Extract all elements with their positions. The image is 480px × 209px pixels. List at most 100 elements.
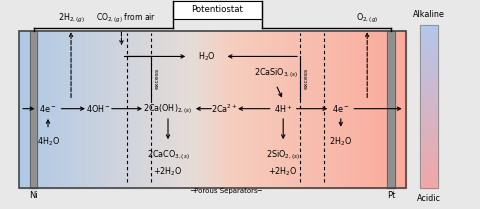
Bar [225,31,227,188]
Bar [420,113,438,114]
Bar [420,126,438,127]
Bar [59,31,60,188]
Bar [420,156,438,157]
Bar [314,31,315,188]
Bar [212,31,214,188]
Bar [24,31,25,188]
Bar [420,131,438,132]
Bar [165,31,166,188]
Bar [340,31,341,188]
Bar [66,31,67,188]
Bar [274,31,276,188]
Bar [323,31,324,188]
Text: 4OH$^-$: 4OH$^-$ [86,103,111,114]
Bar [420,97,438,98]
Bar [420,143,438,144]
Bar [129,31,130,188]
Bar [144,31,145,188]
Bar [111,31,112,188]
Bar [172,31,174,188]
Bar [364,31,366,188]
Bar [259,31,260,188]
Bar [420,63,438,64]
Bar [420,123,438,124]
Bar [324,31,326,188]
Bar [315,31,317,188]
Bar [420,26,438,27]
Bar [420,73,438,74]
Bar [420,58,438,59]
Bar [420,182,438,183]
Bar [420,54,438,55]
Bar [332,31,334,188]
Bar [294,31,295,188]
Bar [81,31,82,188]
Bar [299,31,300,188]
Bar [343,31,344,188]
Text: 4H$^+$: 4H$^+$ [274,103,292,115]
Bar [72,31,73,188]
Bar [420,186,438,187]
Bar [148,31,149,188]
Bar [40,31,41,188]
Bar [25,31,27,188]
Bar [135,31,136,188]
Bar [420,27,438,28]
Bar [420,183,438,184]
Bar [287,31,288,188]
Bar [420,105,438,106]
Bar [420,107,438,108]
Bar [420,74,438,75]
Bar [420,87,438,88]
Bar [162,31,164,188]
Bar [41,31,42,188]
Bar [321,31,322,188]
Bar [35,31,36,188]
Bar [420,125,438,126]
Bar [54,31,55,188]
Bar [202,31,204,188]
Bar [420,164,438,165]
Bar [420,130,438,131]
Bar [420,155,438,156]
Bar [396,31,398,188]
Bar [270,31,272,188]
Bar [420,187,438,188]
Bar [420,141,438,142]
Bar [49,31,50,188]
Bar [420,137,438,138]
Bar [331,31,332,188]
Bar [420,30,438,31]
Bar [420,121,438,122]
Bar [74,31,76,188]
Bar [149,31,151,188]
Bar [134,31,135,188]
Bar [420,35,438,36]
Bar [198,31,200,188]
Bar [237,31,238,188]
Bar [420,171,438,172]
Bar [227,31,228,188]
Bar [58,31,59,188]
Text: 2SiO$_{2,(s)}$: 2SiO$_{2,(s)}$ [266,148,300,162]
Bar [125,31,126,188]
Bar [36,31,37,188]
Bar [45,31,46,188]
Bar [420,100,438,101]
Bar [147,31,148,188]
Bar [188,31,189,188]
Bar [420,149,438,150]
Bar [420,173,438,174]
Bar [77,31,78,188]
Bar [301,31,302,188]
Bar [217,31,219,188]
Bar [420,72,438,73]
Bar [22,31,23,188]
Bar [127,31,129,188]
Text: excess: excess [155,68,160,89]
Bar [94,31,95,188]
Bar [99,31,100,188]
Bar [295,31,296,188]
Bar [80,31,81,188]
Text: Ni: Ni [29,191,38,200]
